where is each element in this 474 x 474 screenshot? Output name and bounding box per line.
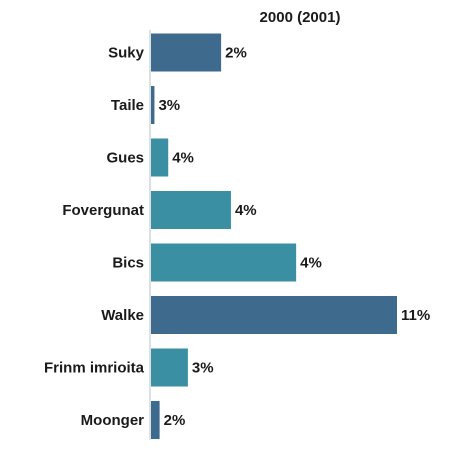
category-label: Suky — [108, 45, 145, 62]
category-label: Bics — [112, 255, 144, 272]
value-label: 3% — [192, 360, 214, 377]
bar-suky — [151, 33, 222, 72]
category-label: Moonger — [81, 412, 144, 429]
value-label: 4% — [300, 255, 322, 272]
bar-fovergunat — [151, 191, 231, 229]
category-label: Fovergunat — [62, 202, 144, 219]
category-label: Taile — [111, 97, 144, 114]
bar-frinm-imrioita — [151, 348, 188, 387]
value-label: 3% — [158, 97, 180, 114]
category-label: Gues — [106, 150, 144, 167]
value-label: 4% — [172, 150, 194, 167]
category-label: Frinm imrioita — [44, 360, 145, 377]
bars-group: Suky 2% Taile 3% Gues 4% Fovergunat 4% Bics 4% Wal… — [44, 33, 430, 439]
category-label: Walke — [101, 307, 144, 324]
value-label: 11% — [401, 307, 430, 324]
value-label: 2% — [225, 45, 247, 62]
value-label: 4% — [235, 202, 257, 219]
chart-title: 2000 (2001) — [260, 9, 341, 26]
bar-gues — [151, 138, 169, 177]
bar-moonger — [151, 401, 160, 439]
value-label: 2% — [164, 412, 186, 429]
bar-walke — [151, 296, 397, 334]
bar-taile — [151, 86, 155, 124]
bar-bics — [151, 243, 297, 282]
